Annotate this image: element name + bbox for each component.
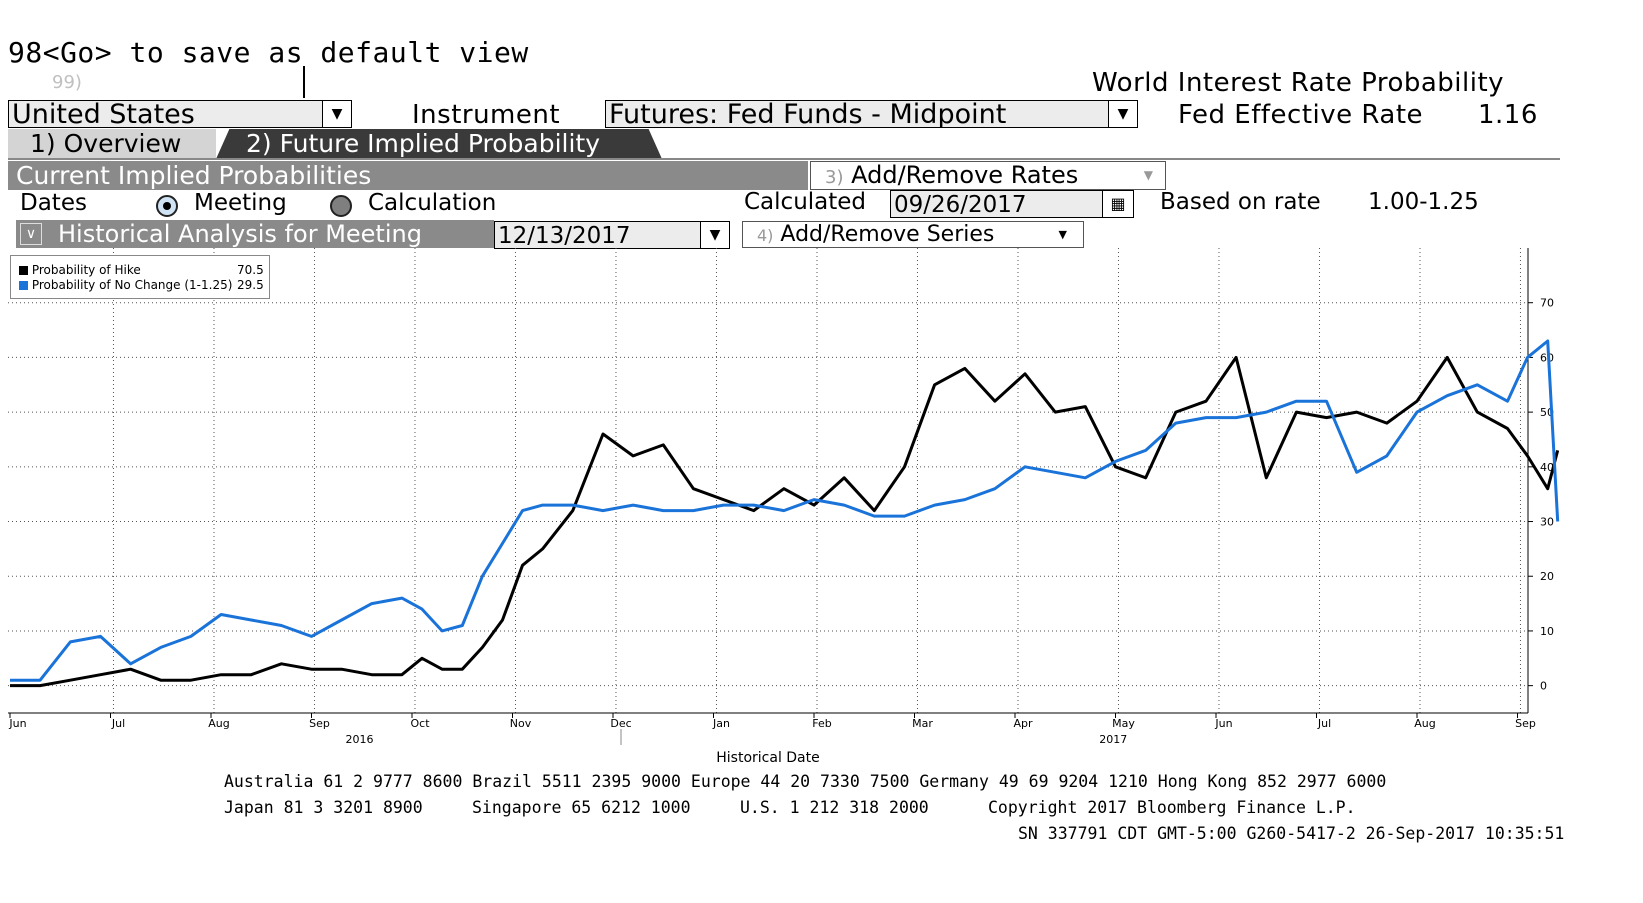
- dates-label: Dates: [20, 190, 87, 216]
- footer-copyright: Copyright 2017 Bloomberg Finance L.P.: [988, 798, 1356, 817]
- footer-us: U.S. 1 212 318 2000: [740, 798, 929, 817]
- x-tick-label: Jun: [8, 717, 26, 730]
- add-remove-series-button[interactable]: 4) Add/Remove Series ▼: [742, 221, 1084, 248]
- x-tick-label: Mar: [912, 717, 933, 730]
- instrument-select[interactable]: Futures: Fed Funds - Midpoint ▼: [605, 100, 1138, 128]
- calculated-label: Calculated: [744, 189, 867, 215]
- instrument-value: Futures: Fed Funds - Midpoint: [609, 100, 1007, 128]
- chevron-down-icon[interactable]: ▼: [700, 222, 729, 248]
- calendar-icon[interactable]: ▦: [1102, 191, 1133, 217]
- chevron-down-icon[interactable]: ▼: [1108, 101, 1137, 127]
- x-tick-label: Jan: [712, 717, 730, 730]
- series-line-hike: [10, 355, 1560, 688]
- meeting-date-value: 12/13/2017: [498, 223, 631, 249]
- legend-swatch: [19, 266, 28, 275]
- section-header: Current Implied Probabilities: [8, 161, 808, 190]
- historical-analysis-header: ∨ Historical Analysis for Meeting: [16, 220, 494, 248]
- legend-label: Probability of Hike: [31, 263, 141, 277]
- x-tick-label: Jul: [111, 717, 125, 730]
- world-title: World Interest Rate Probability: [1092, 68, 1505, 98]
- country-select[interactable]: United States ▼: [8, 100, 352, 128]
- tab-label: Overview: [63, 129, 182, 158]
- legend-item-hike: Probability of Hike: [19, 263, 141, 277]
- footer-session-info: SN 337791 CDT GMT-5:00 G260-5417-2 26-Se…: [1018, 824, 1565, 843]
- instrument-label: Instrument: [412, 100, 561, 130]
- cursor-line: [303, 66, 305, 98]
- chevron-down-icon: ▼: [1058, 228, 1067, 241]
- collapse-chevron-icon[interactable]: ∨: [20, 223, 42, 245]
- x-tick-label: Sep: [1515, 717, 1536, 730]
- series-line-no-change: [10, 339, 1560, 682]
- x-tick-label: Oct: [410, 717, 430, 730]
- radio-meeting-label: Meeting: [194, 190, 287, 216]
- chart-legend: Probability of Hike 70.5 Probability of …: [10, 255, 270, 299]
- fed-rate-value: 1.16: [1478, 100, 1538, 130]
- radio-meeting[interactable]: [156, 195, 178, 217]
- legend-swatch: [19, 281, 28, 290]
- fed-rate-label: Fed Effective Rate: [1178, 100, 1424, 130]
- y-tick-label: 30: [1540, 516, 1554, 529]
- calculated-date-input[interactable]: 09/26/2017 ▦: [890, 190, 1134, 218]
- x-tick-label: Sep: [309, 717, 330, 730]
- tab-overview[interactable]: 1) Overview: [8, 129, 216, 159]
- add-remove-series-label: Add/Remove Series: [780, 222, 995, 247]
- x-axis-title: Historical Date: [716, 750, 820, 766]
- radio-calculation-label: Calculation: [368, 190, 497, 216]
- x-tick-label: Nov: [510, 717, 532, 730]
- tab-divider: [8, 158, 1560, 160]
- legend-value-no-change: 29.5: [237, 278, 264, 292]
- hint-shortcut-number: 99): [52, 72, 82, 93]
- x-year-label: 2016: [346, 733, 374, 746]
- chevron-down-icon: ▼: [1143, 168, 1153, 182]
- x-tick-label: Aug: [1414, 717, 1435, 730]
- tab-number: 2): [246, 129, 272, 158]
- y-tick-label: 0: [1540, 680, 1547, 693]
- x-tick-label: Feb: [812, 717, 831, 730]
- x-tick-label: Dec: [610, 717, 631, 730]
- button-number: 3): [825, 167, 844, 188]
- y-tick-label: 60: [1540, 351, 1554, 364]
- x-tick-label: Aug: [208, 717, 229, 730]
- add-remove-rates-label: Add/Remove Rates: [851, 161, 1079, 189]
- y-tick-label: 70: [1540, 297, 1554, 310]
- x-tick-label: Jun: [1214, 717, 1232, 730]
- calculated-date-value: 09/26/2017: [894, 192, 1027, 218]
- y-tick-label: 10: [1540, 625, 1554, 638]
- country-value: United States: [12, 100, 195, 128]
- footer-contacts-line1: Australia 61 2 9777 8600 Brazil 5511 239…: [224, 772, 1387, 791]
- legend-label: Probability of No Change (1-1.25): [31, 278, 233, 292]
- button-number: 4): [757, 226, 774, 245]
- section-title: Current Implied Probabilities: [16, 161, 372, 190]
- tab-number: 1): [30, 129, 56, 158]
- y-tick-label: 40: [1540, 461, 1554, 474]
- footer-japan: Japan 81 3 3201 8900: [224, 798, 423, 817]
- radio-calculation[interactable]: [330, 195, 352, 217]
- x-year-label: 2017: [1099, 733, 1127, 746]
- tab-label: Future Implied Probability: [279, 129, 601, 158]
- x-tick-label: Apr: [1013, 717, 1033, 730]
- x-tick-label: Jul: [1317, 717, 1331, 730]
- x-tick-label: May: [1112, 717, 1135, 730]
- meeting-date-select[interactable]: 12/13/2017 ▼: [494, 221, 730, 249]
- tab-future-implied-probability[interactable]: 2) Future Implied Probability: [216, 129, 662, 159]
- historical-analysis-label: Historical Analysis for Meeting: [58, 220, 422, 248]
- chevron-down-icon[interactable]: ▼: [322, 101, 351, 127]
- footer-singapore: Singapore 65 6212 1000: [472, 798, 691, 817]
- y-tick-label: 20: [1540, 570, 1554, 583]
- default-view-hint: 98<Go> to save as default view: [8, 36, 529, 69]
- legend-value-hike: 70.5: [237, 263, 264, 277]
- legend-item-no-change: Probability of No Change (1-1.25): [19, 278, 232, 292]
- based-on-rate-label: Based on rate: [1160, 189, 1321, 215]
- based-on-rate-value: 1.00-1.25: [1368, 189, 1479, 215]
- add-remove-rates-button[interactable]: 3) Add/Remove Rates ▼: [810, 161, 1166, 190]
